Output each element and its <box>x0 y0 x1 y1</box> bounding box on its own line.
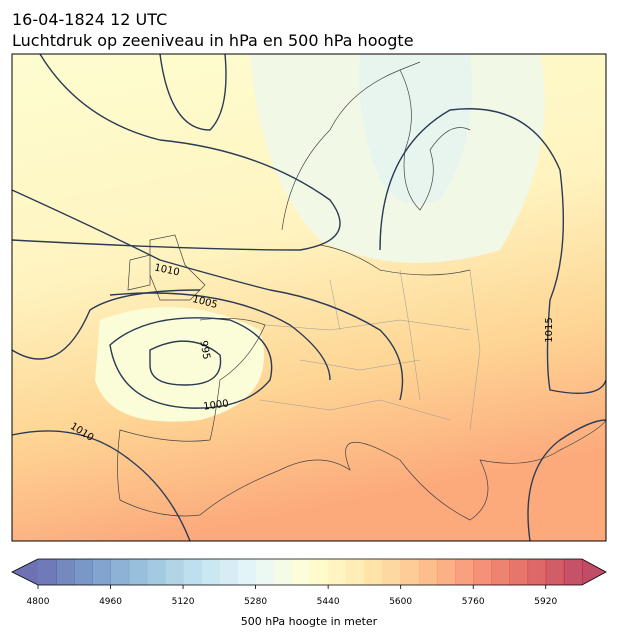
coastline <box>127 234 206 301</box>
colorbar-segment <box>346 559 365 585</box>
isobar <box>12 189 404 401</box>
colorbar-segment <box>509 559 529 585</box>
colorbar-tick-label: 5120 <box>172 597 195 607</box>
colorbar-segment <box>418 559 438 585</box>
colorbar-segment <box>455 559 474 585</box>
colorbar-segment <box>74 559 93 585</box>
isobar <box>109 317 273 409</box>
colorbar-segment <box>56 559 75 585</box>
colorbar-segment <box>291 559 311 585</box>
colorbar-segment <box>110 559 130 585</box>
isobar <box>149 340 222 386</box>
colorbar-label: 500 hPa hoogte in meter <box>241 615 378 628</box>
colorbar-segment <box>527 559 547 585</box>
colorbar-segment <box>164 559 184 585</box>
colorbar-tick-label: 5920 <box>534 597 557 607</box>
colorbar-segment <box>436 559 456 585</box>
title-line-1: 16-04-1824 12 UTC <box>12 10 167 29</box>
colorbar-segment <box>328 559 347 585</box>
colorbar-segment <box>545 559 565 585</box>
colorbar-tick-label: 5280 <box>244 597 267 607</box>
colorbar-segment <box>219 559 238 585</box>
isobar <box>12 54 341 360</box>
colorbar-segment <box>38 559 57 585</box>
height-field-lower <box>359 54 472 205</box>
colorbar-tick-label: 5440 <box>317 597 340 607</box>
title-line-2: Luchtdruk op zeeniveau in hPa en 500 hPa… <box>12 31 414 50</box>
colorbar-segment <box>400 559 420 585</box>
coastline <box>117 244 606 521</box>
isobar <box>159 54 227 131</box>
isobar <box>12 430 191 541</box>
contour-label: 995 <box>197 340 211 361</box>
colorbar-tick-label: 4960 <box>99 597 122 607</box>
colorbar-segment <box>92 559 112 585</box>
isobar <box>379 108 606 541</box>
contour-label: 1015 <box>544 317 555 342</box>
colorbar-segment <box>183 559 202 585</box>
colorbar-extend-high <box>582 559 606 585</box>
contour-label: 1010 <box>153 262 180 278</box>
isobar <box>109 292 331 381</box>
colorbar-tick-label: 4800 <box>27 597 50 607</box>
colorbar-segment <box>255 559 275 585</box>
colorbar-segment <box>364 559 384 585</box>
colorbar-segment <box>382 559 402 585</box>
colorbar-segment <box>237 559 257 585</box>
colorbar-tick-label: 5760 <box>462 597 485 607</box>
contour-label: 1000 <box>203 398 230 412</box>
colorbar-segment <box>563 559 583 585</box>
coastline <box>281 61 471 231</box>
colorbar-segment <box>473 559 492 585</box>
colorbar-extend-low <box>12 559 38 585</box>
colorbar: 4800 4960 5120 5280 5440 5600 5760 5920 <box>11 558 607 607</box>
colorbar-segment <box>273 559 293 585</box>
colorbar-tick-label: 5600 <box>389 597 412 607</box>
map-frame <box>11 53 607 542</box>
map-area <box>12 54 606 541</box>
colorbar-segment <box>128 559 148 585</box>
colorbar-segment <box>201 559 220 585</box>
colorbar-outline <box>11 558 607 586</box>
colorbar-segment <box>146 559 166 585</box>
colorbar-segment <box>310 559 329 585</box>
colorbar-segment <box>491 559 510 585</box>
country-border <box>259 269 481 431</box>
